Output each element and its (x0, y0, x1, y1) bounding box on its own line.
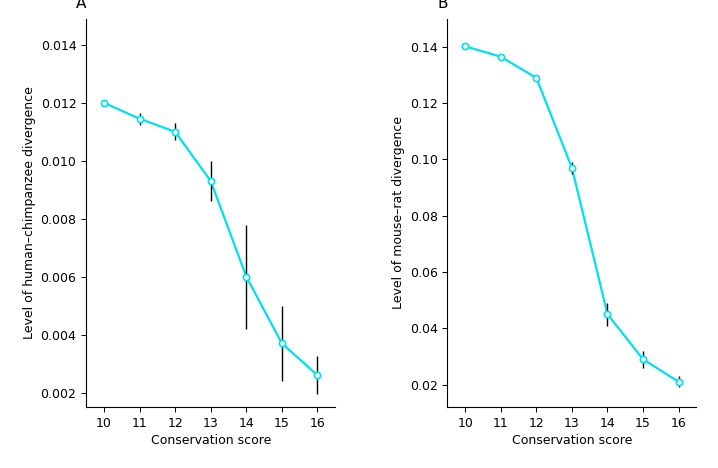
X-axis label: Conservation score: Conservation score (512, 434, 632, 447)
Text: A: A (76, 0, 87, 11)
Text: B: B (437, 0, 448, 11)
X-axis label: Conservation score: Conservation score (151, 434, 271, 447)
Y-axis label: Level of mouse–rat divergence: Level of mouse–rat divergence (393, 117, 406, 309)
Y-axis label: Level of human–chimpanzee divergence: Level of human–chimpanzee divergence (23, 87, 37, 339)
